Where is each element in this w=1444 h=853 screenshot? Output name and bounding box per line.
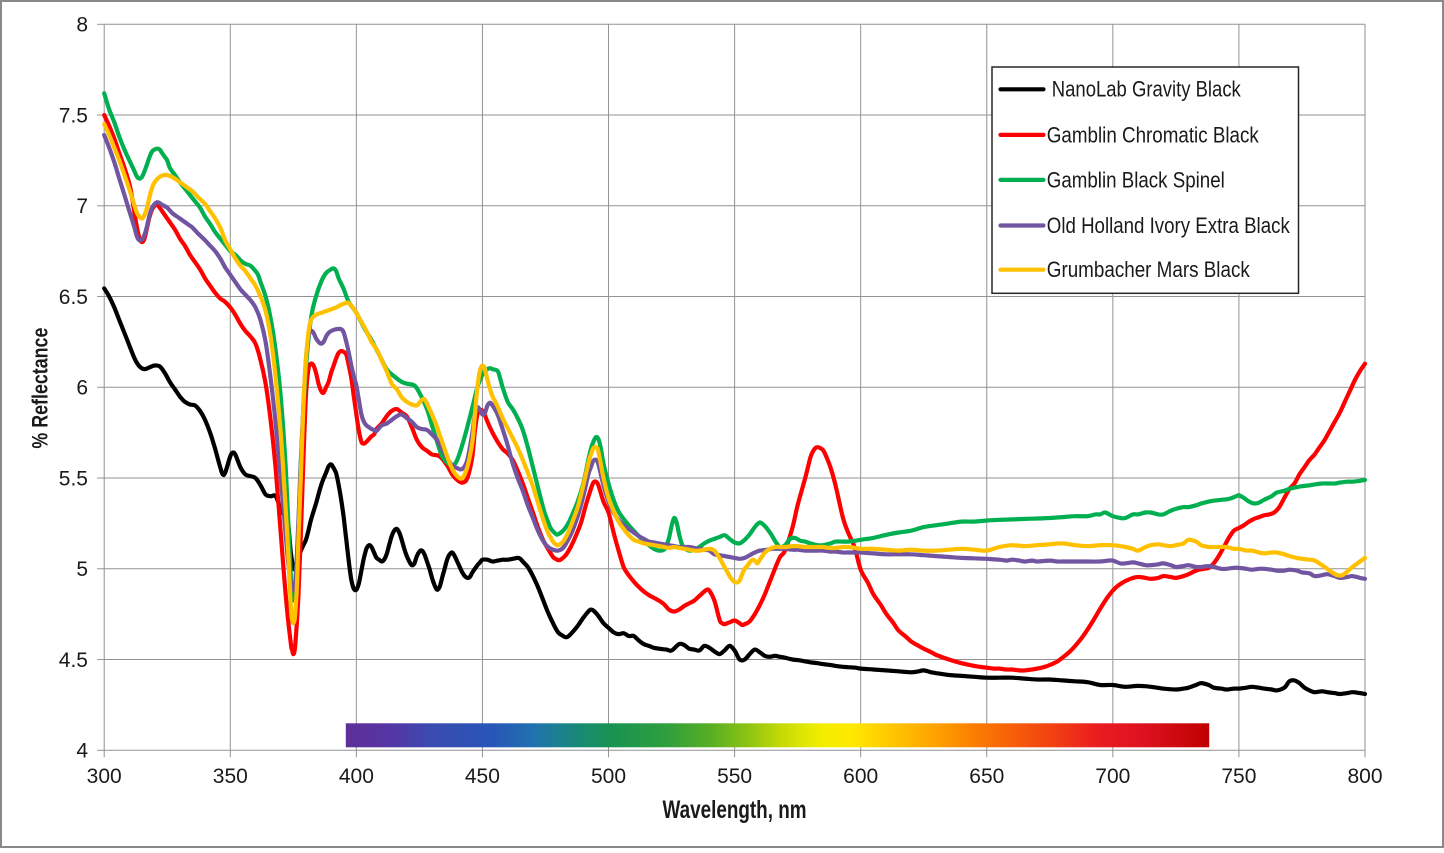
svg-text:750: 750 [1221, 765, 1256, 788]
svg-text:400: 400 [339, 765, 374, 788]
svg-text:4.5: 4.5 [59, 649, 88, 672]
svg-text:Old Holland Ivory Extra Black: Old Holland Ivory Extra Black [1047, 213, 1291, 238]
svg-text:4: 4 [76, 740, 88, 763]
svg-text:Grumbacher Mars Black: Grumbacher Mars Black [1047, 257, 1251, 282]
svg-text:% Reflectance: % Reflectance [28, 328, 53, 449]
svg-text:5.5: 5.5 [59, 467, 88, 490]
svg-text:300: 300 [87, 765, 122, 788]
svg-text:Wavelength, nm: Wavelength, nm [663, 796, 807, 824]
svg-text:Gamblin Chromatic Black: Gamblin Chromatic Black [1047, 122, 1260, 147]
svg-text:NanoLab Gravity Black: NanoLab Gravity Black [1052, 77, 1242, 102]
svg-text:8: 8 [76, 14, 88, 37]
svg-text:Gamblin Black Spinel: Gamblin Black Spinel [1047, 167, 1225, 192]
svg-text:800: 800 [1347, 765, 1382, 788]
svg-text:500: 500 [591, 765, 626, 788]
svg-text:5: 5 [76, 558, 88, 581]
svg-text:350: 350 [213, 765, 248, 788]
svg-text:550: 550 [717, 765, 752, 788]
svg-text:450: 450 [465, 765, 500, 788]
svg-text:7: 7 [76, 195, 88, 218]
svg-text:6.5: 6.5 [59, 286, 88, 309]
svg-text:6: 6 [76, 377, 88, 400]
svg-text:700: 700 [1095, 765, 1130, 788]
svg-text:650: 650 [969, 765, 1004, 788]
svg-text:7.5: 7.5 [59, 104, 88, 127]
svg-text:600: 600 [843, 765, 878, 788]
